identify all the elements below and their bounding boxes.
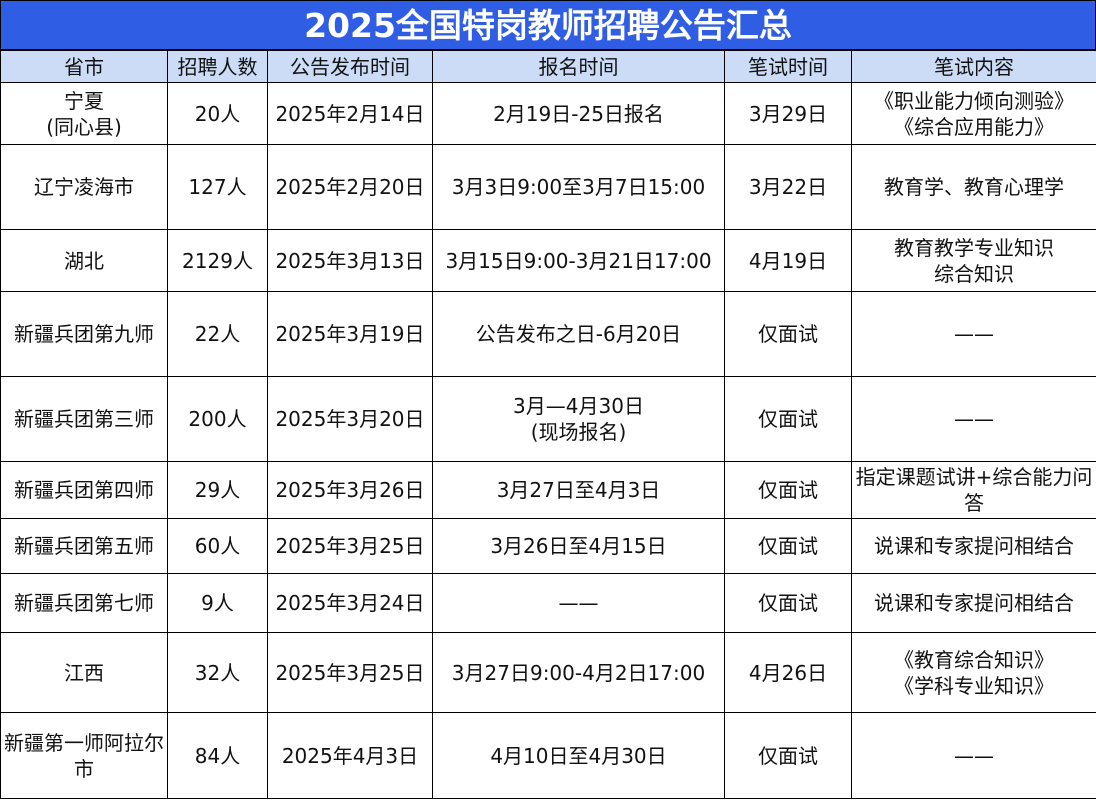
- cell-count: 60人: [167, 518, 268, 574]
- cell-announce-date: 2025年2月20日: [267, 144, 433, 230]
- cell-province: 新疆兵团第九师: [0, 291, 168, 377]
- table-row: 湖北 2129人 2025年3月13日 3月15日9:00-3月21日17:00 4月1…: [0, 229, 1096, 292]
- cell-registration-time: 3月3日9:00至3月7日15:00: [432, 144, 725, 230]
- cell-count: 29人: [167, 461, 268, 519]
- cell-count: 200人: [167, 376, 268, 462]
- cell-count: 20人: [167, 82, 268, 145]
- cell-registration-time: 3月27日9:00-4月2日17:00: [432, 632, 725, 713]
- cell-exam-content: ——: [851, 712, 1096, 799]
- cell-count: 127人: [167, 144, 268, 230]
- table-row: 辽宁凌海市 127人 2025年2月20日 3月3日9:00至3月7日15:00 3月2…: [0, 144, 1096, 230]
- cell-exam-time: 仅面试: [724, 712, 852, 799]
- header-exam-content: 笔试内容: [851, 50, 1096, 83]
- cell-province: 新疆兵团第五师: [0, 518, 168, 574]
- cell-announce-date: 2025年3月25日: [267, 518, 433, 574]
- cell-exam-content: 《教育综合知识》 《学科专业知识》: [851, 632, 1096, 713]
- cell-announce-date: 2025年3月20日: [267, 376, 433, 462]
- cell-exam-time: 4月19日: [724, 229, 852, 292]
- page-title: 2025全国特岗教师招聘公告汇总: [0, 0, 1096, 50]
- cell-exam-content: 教育教学专业知识 综合知识: [851, 229, 1096, 292]
- cell-announce-date: 2025年2月14日: [267, 82, 433, 145]
- cell-province: 新疆第一师阿拉尔市: [0, 712, 168, 799]
- cell-province: 新疆兵团第四师: [0, 461, 168, 519]
- cell-registration-time: 2月19日-25日报名: [432, 82, 725, 145]
- cell-count: 9人: [167, 573, 268, 633]
- cell-exam-time: 仅面试: [724, 573, 852, 633]
- table-row: 新疆兵团第四师 29人 2025年3月26日 3月27日至4月3日 仅面试 指定课题试讲+…: [0, 461, 1096, 519]
- cell-count: 84人: [167, 712, 268, 799]
- header-province: 省市: [0, 50, 168, 83]
- cell-announce-date: 2025年3月13日: [267, 229, 433, 292]
- table-row: 新疆第一师阿拉尔市 84人 2025年4月3日 4月10日至4月30日 仅面试 ——: [0, 712, 1096, 799]
- cell-exam-time: 4月26日: [724, 632, 852, 713]
- cell-exam-time: 仅面试: [724, 291, 852, 377]
- table-row: 新疆兵团第七师 9人 2025年3月24日 —— 仅面试 说课和专家提问相结合: [0, 573, 1096, 633]
- cell-exam-content: 说课和专家提问相结合: [851, 573, 1096, 633]
- cell-registration-time: 3月27日至4月3日: [432, 461, 725, 519]
- cell-exam-content: ——: [851, 376, 1096, 462]
- cell-exam-time: 3月22日: [724, 144, 852, 230]
- cell-exam-content: ——: [851, 291, 1096, 377]
- cell-registration-time: 公告发布之日-6月20日: [432, 291, 725, 377]
- cell-exam-time: 仅面试: [724, 376, 852, 462]
- table-row: 江西 32人 2025年3月25日 3月27日9:00-4月2日17:00 4月26日《…: [0, 632, 1096, 713]
- cell-province: 辽宁凌海市: [0, 144, 168, 230]
- cell-announce-date: 2025年4月3日: [267, 712, 433, 799]
- cell-province: 江西: [0, 632, 168, 713]
- cell-announce-date: 2025年3月26日: [267, 461, 433, 519]
- cell-exam-content: 《职业能力倾向测验》 《综合应用能力》: [851, 82, 1096, 145]
- recruitment-table: 省市 招聘人数 公告发布时间 报名时间 笔试时间 笔试内容 宁夏 (同心县) 20人 2025…: [0, 50, 1096, 799]
- cell-registration-time: 4月10日至4月30日: [432, 712, 725, 799]
- cell-exam-time: 仅面试: [724, 518, 852, 574]
- cell-exam-content: 教育学、教育心理学: [851, 144, 1096, 230]
- cell-announce-date: 2025年3月24日: [267, 573, 433, 633]
- cell-exam-content: 指定课题试讲+综合能力问答: [851, 461, 1096, 519]
- header-announce-date: 公告发布时间: [267, 50, 433, 83]
- header-count: 招聘人数: [167, 50, 268, 83]
- cell-province: 湖北: [0, 229, 168, 292]
- cell-registration-time: 3月26日至4月15日: [432, 518, 725, 574]
- cell-count: 22人: [167, 291, 268, 377]
- table-row: 宁夏 (同心县) 20人 2025年2月14日 2月19日-25日报名 3月29日 《职业…: [0, 82, 1096, 145]
- table-row: 新疆兵团第五师 60人 2025年3月25日 3月26日至4月15日 仅面试 说课和专家提…: [0, 518, 1096, 574]
- header-row: 省市 招聘人数 公告发布时间 报名时间 笔试时间 笔试内容: [0, 50, 1096, 83]
- table-row: 新疆兵团第三师 200人 2025年3月20日 3月—4月30日 (现场报名) 仅面试 —…: [0, 376, 1096, 462]
- cell-registration-time: ——: [432, 573, 725, 633]
- cell-exam-time: 仅面试: [724, 461, 852, 519]
- cell-province: 新疆兵团第七师: [0, 573, 168, 633]
- cell-exam-time: 3月29日: [724, 82, 852, 145]
- cell-province: 新疆兵团第三师: [0, 376, 168, 462]
- cell-announce-date: 2025年3月25日: [267, 632, 433, 713]
- table-row: 新疆兵团第九师 22人 2025年3月19日 公告发布之日-6月20日 仅面试 ——: [0, 291, 1096, 377]
- cell-announce-date: 2025年3月19日: [267, 291, 433, 377]
- cell-province: 宁夏 (同心县): [0, 82, 168, 145]
- cell-count: 2129人: [167, 229, 268, 292]
- header-exam-time: 笔试时间: [724, 50, 852, 83]
- cell-exam-content: 说课和专家提问相结合: [851, 518, 1096, 574]
- cell-registration-time: 3月15日9:00-3月21日17:00: [432, 229, 725, 292]
- header-registration-time: 报名时间: [432, 50, 725, 83]
- cell-count: 32人: [167, 632, 268, 713]
- cell-registration-time: 3月—4月30日 (现场报名): [432, 376, 725, 462]
